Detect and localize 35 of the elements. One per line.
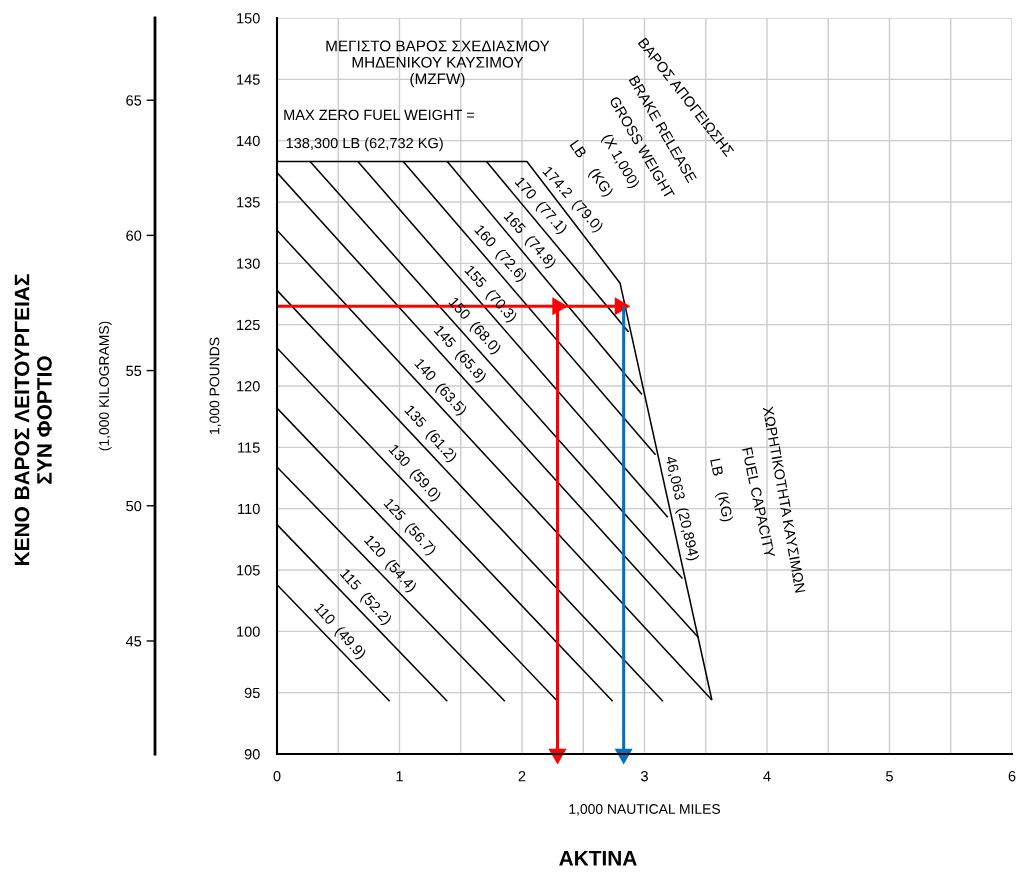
y-tick-label: 135	[237, 197, 260, 208]
y-tick-label: 145	[237, 74, 260, 85]
y2-tick-label: 65	[126, 95, 142, 106]
y-tick-label: 140	[237, 135, 260, 147]
y-tick-label: 105	[237, 565, 260, 576]
x-tick-label: 0	[273, 771, 281, 782]
x-tick-label: 4	[763, 771, 771, 782]
y-tick-label: 125	[237, 319, 260, 331]
y2-tick-label: 45	[125, 636, 142, 647]
y-tick-label: 120	[237, 381, 260, 392]
text: ΑΚΤΙΝΑ	[559, 851, 637, 866]
text: ΚΕΝΟ ΒΑΡΟΣ ΛΕΙΤΟΥΡΓΕΙΑΣ ΣΥΝ ΦΟΡΤΙΟ	[14, 274, 52, 566]
y-axis-title: 1,000 POUNDS	[209, 337, 222, 434]
y2-tick-label: 55	[126, 365, 142, 377]
y2-tick-label: 60	[126, 230, 142, 241]
x-axis-title: 1,000 NAUTICAL MILES	[569, 804, 721, 816]
y-tick-label: 150	[237, 13, 260, 24]
x-tick-label: 2	[518, 771, 526, 782]
annotation: LB (KG)	[707, 458, 734, 523]
x-tick-label: 1	[396, 771, 403, 782]
x-tick-label: 5	[886, 771, 893, 782]
x-tick-label: 6	[1008, 771, 1016, 782]
annotation: MAX ZERO FUEL WEIGHT =	[284, 109, 475, 121]
y-tick-label: 130	[237, 258, 260, 269]
annotation: 46,063 (20,894)	[662, 455, 700, 562]
y-tick-label: 110	[238, 503, 260, 515]
y2-axis-title: (1,000 KILOGRAMS)	[98, 321, 112, 451]
y-tick-label: 100	[237, 626, 260, 637]
annotation: 138,300 LB (62,732 KG)	[286, 137, 443, 152]
x-tick-label: 3	[641, 771, 648, 782]
y-tick-label: 90	[244, 749, 260, 760]
y2-tick-label: 50	[126, 500, 142, 512]
y-tick-label: 95	[244, 687, 260, 699]
y-tick-label: 115	[238, 442, 260, 453]
annotation: ΜΕΓΙΣΤΟ ΒΑΡΟΣ ΣΧΕΔΙΑΣΜΟΥ ΜΗΔΕΝΙΚΟΥ ΚΑΥΣΙΜΟΥ (MZFW)	[326, 40, 550, 88]
